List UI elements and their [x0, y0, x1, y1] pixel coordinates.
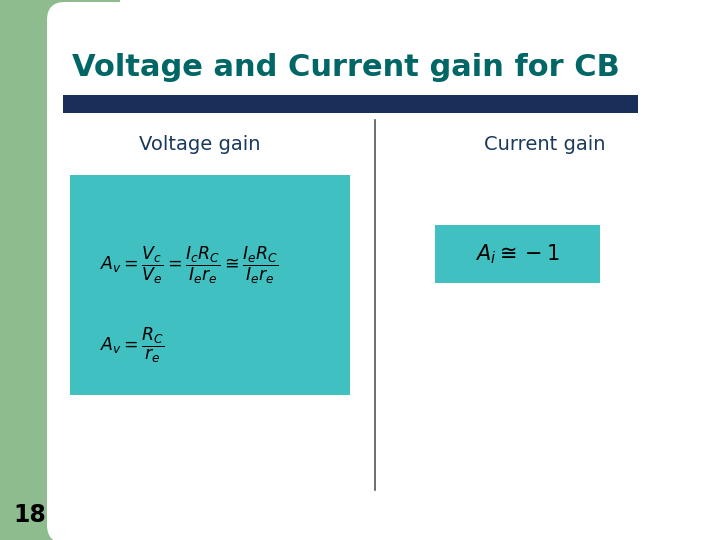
Text: Voltage gain: Voltage gain — [139, 136, 261, 154]
Text: Current gain: Current gain — [485, 136, 606, 154]
Text: 18: 18 — [14, 503, 46, 527]
Text: $A_i \cong -1$: $A_i \cong -1$ — [474, 242, 559, 266]
Text: Voltage and Current gain for CB: Voltage and Current gain for CB — [72, 53, 620, 83]
FancyBboxPatch shape — [47, 2, 720, 540]
Bar — [63, 95, 638, 113]
Bar — [0, 0, 55, 540]
Text: $A_v = \dfrac{V_c}{V_e} = \dfrac{I_c R_C}{I_e r_e} \cong \dfrac{I_e R_C}{I_e r_e: $A_v = \dfrac{V_c}{V_e} = \dfrac{I_c R_C… — [100, 244, 278, 286]
Bar — [70, 175, 350, 395]
Text: $A_v = \dfrac{R_C}{r_e}$: $A_v = \dfrac{R_C}{r_e}$ — [100, 325, 165, 364]
Bar — [435, 225, 600, 283]
Bar — [0, 0, 120, 80]
